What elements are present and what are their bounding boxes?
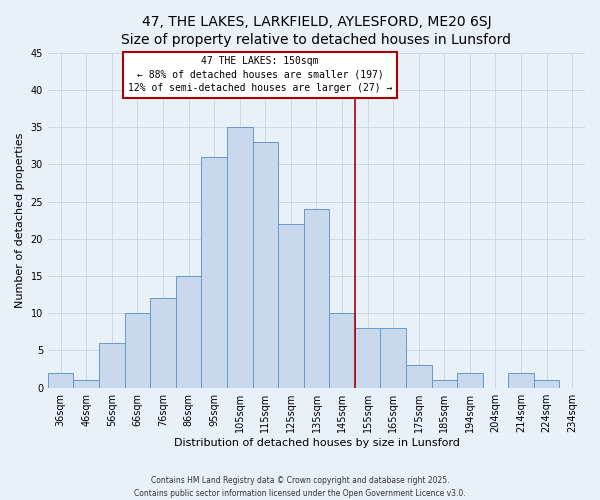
Y-axis label: Number of detached properties: Number of detached properties: [15, 132, 25, 308]
Bar: [150, 298, 176, 388]
Bar: [278, 224, 304, 388]
Bar: [431, 380, 457, 388]
Bar: [99, 343, 125, 388]
Title: 47, THE LAKES, LARKFIELD, AYLESFORD, ME20 6SJ
Size of property relative to detac: 47, THE LAKES, LARKFIELD, AYLESFORD, ME2…: [121, 15, 511, 48]
Bar: [534, 380, 559, 388]
Bar: [176, 276, 202, 388]
Bar: [457, 373, 482, 388]
Bar: [73, 380, 99, 388]
Bar: [227, 127, 253, 388]
X-axis label: Distribution of detached houses by size in Lunsford: Distribution of detached houses by size …: [173, 438, 460, 448]
Bar: [304, 209, 329, 388]
Bar: [48, 373, 73, 388]
Bar: [355, 328, 380, 388]
Text: Contains HM Land Registry data © Crown copyright and database right 2025.
Contai: Contains HM Land Registry data © Crown c…: [134, 476, 466, 498]
Bar: [380, 328, 406, 388]
Bar: [202, 157, 227, 388]
Text: 47 THE LAKES: 150sqm
← 88% of detached houses are smaller (197)
12% of semi-deta: 47 THE LAKES: 150sqm ← 88% of detached h…: [128, 56, 392, 93]
Bar: [406, 366, 431, 388]
Bar: [125, 314, 150, 388]
Bar: [508, 373, 534, 388]
Bar: [253, 142, 278, 388]
Bar: [329, 314, 355, 388]
